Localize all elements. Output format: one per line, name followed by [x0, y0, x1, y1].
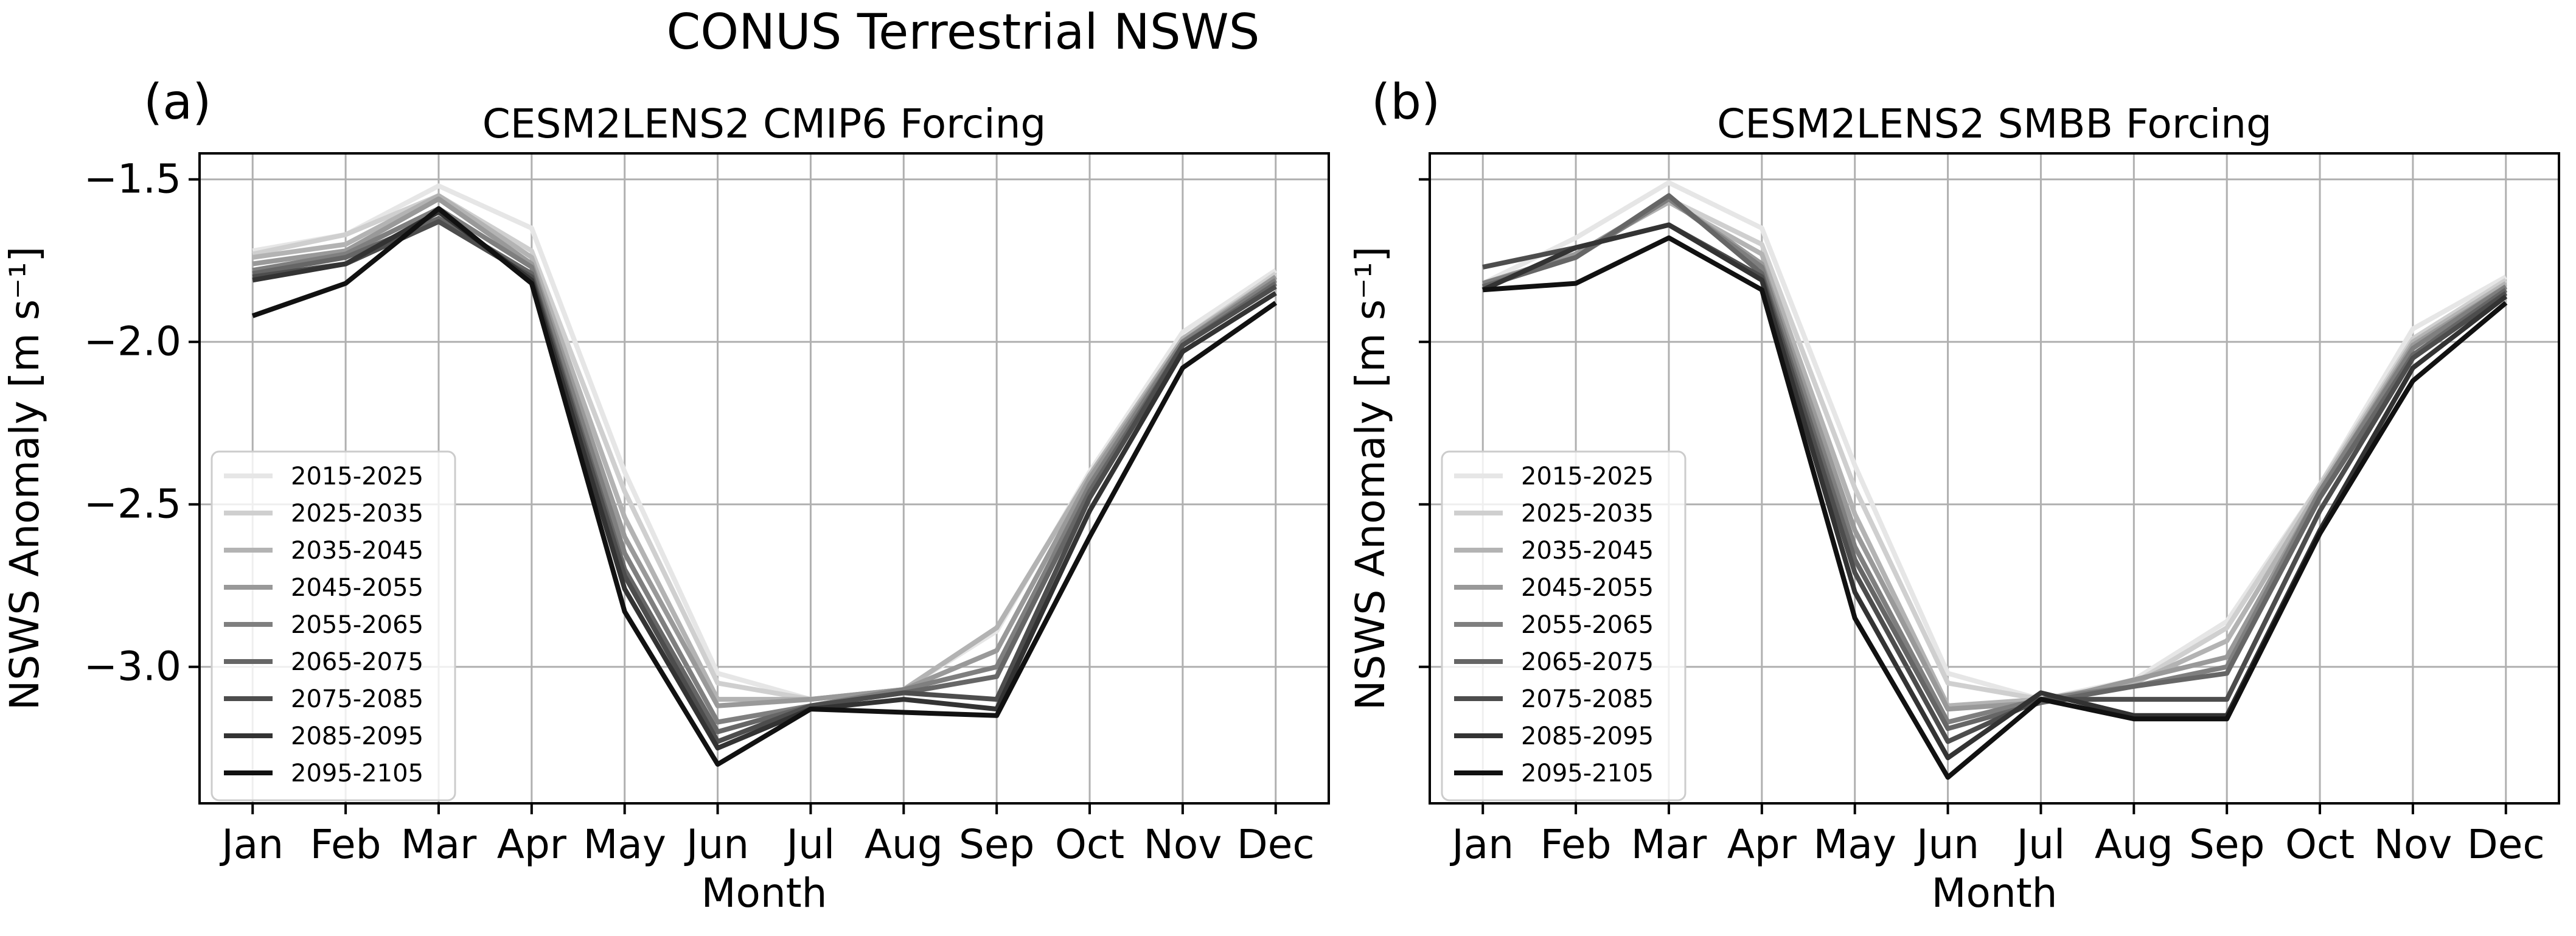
panel-a-ytick-label: −2.5 — [84, 481, 181, 528]
panel-b-title: CESM2LENS2 SMBB Forcing — [1717, 100, 2272, 147]
figure-title: CONUS Terrestrial NSWS — [666, 4, 1259, 60]
panel-b-xtick-label: Jul — [2014, 821, 2066, 868]
panel-b-xtick-label: Sep — [2189, 821, 2264, 868]
panel-a-xtick-label: Nov — [1143, 821, 1222, 868]
panel-b-legend — [1441, 450, 1687, 802]
panel-b-xtick-label: Nov — [2373, 821, 2452, 868]
panel-b-ylabel: NSWS Anomaly [m s⁻¹] — [1347, 246, 1394, 710]
panel-b-axes-frame — [1429, 152, 2560, 805]
panel-a-legend-label: 2045-2055 — [291, 574, 423, 602]
panel-b-legend-label: 2065-2075 — [1521, 648, 1654, 676]
panel-b-legend-label: 2055-2065 — [1521, 611, 1654, 639]
panel-a-legend-label: 2025-2035 — [291, 500, 423, 528]
panel-a-ytick-label: −3.0 — [84, 643, 181, 690]
panel-a-xtick-label: Oct — [1055, 821, 1124, 868]
panel-b-xtick-label: Mar — [1631, 821, 1707, 868]
panel-a-series-line-2075-2085 — [252, 219, 1277, 744]
panel-a-ylabel: NSWS Anomaly [m s⁻¹] — [1, 246, 48, 710]
panel-b-xtick-label: Aug — [2095, 821, 2173, 868]
panel-a-title: CESM2LENS2 CMIP6 Forcing — [482, 100, 1046, 147]
panel-a-series-line-2065-2075 — [252, 215, 1278, 735]
panel-a-ytick-label: −1.5 — [84, 156, 181, 203]
panel-a-legend-label: 2015-2025 — [291, 463, 423, 491]
panel-b: Jan Feb Mar Apr May Jun Jul Aug Sep Oct Nov Dec CESM… — [1347, 74, 2560, 917]
panel-a-legend-label: 2035-2045 — [291, 537, 423, 565]
panel-a-legend-label: 2095-2105 — [291, 760, 423, 788]
panel-b-legend-label: 2095-2105 — [1521, 760, 1654, 788]
panel-b-xlabel: Month — [1932, 870, 2058, 917]
panel-a-label: (a) — [144, 74, 211, 130]
panel-a-xtick-label: Feb — [310, 821, 381, 868]
panel-b-series-line-2085-2095 — [1481, 222, 2508, 761]
panel-a-legend-label: 2075-2085 — [291, 685, 423, 713]
panel-b-xtick-label: Jan — [1449, 821, 1514, 868]
panel-b-legend-label: 2075-2085 — [1521, 685, 1654, 713]
panel-a-xtick-label: Sep — [959, 821, 1034, 868]
panel-a-xtick-label: Aug — [865, 821, 943, 868]
panel-b-xtick-label: Feb — [1540, 821, 1612, 868]
panel-a-xtick-label: Jun — [684, 821, 749, 868]
panel-b-label: (b) — [1371, 74, 1440, 130]
panel-a-legend-label: 2065-2075 — [291, 648, 423, 676]
panel-b-legend-label: 2085-2095 — [1521, 722, 1654, 750]
panel-a-legend-label: 2055-2065 — [291, 611, 423, 639]
panel-a-legend-label: 2085-2095 — [291, 722, 423, 750]
panel-a-ytick-label: −2.0 — [84, 318, 181, 365]
panel-b-xtick-label: Apr — [1727, 821, 1797, 868]
panel-a-xtick-label: Apr — [497, 821, 567, 868]
panel-b-series-line-2065-2075 — [1482, 193, 2508, 732]
panel-b-xtick-label: Oct — [2285, 821, 2355, 868]
panel-a-series-line-2055-2065 — [252, 206, 1278, 725]
panel-a-xlabel: Month — [701, 870, 827, 917]
panel-b-xtick-label: May — [1813, 821, 1896, 868]
panel-b-legend-label: 2035-2045 — [1521, 537, 1654, 565]
panel-b-xtick-label: Dec — [2467, 821, 2545, 868]
panel-a: Jan Feb Mar Apr May Jun Jul Aug Sep Oct Nov Dec −1.5… — [1, 74, 1330, 917]
panel-a-xtick-label: May — [583, 821, 666, 868]
panel-b-xtick-label: Jun — [1914, 821, 1979, 868]
panel-a-xtick-label: Mar — [401, 821, 477, 868]
panel-a-legend — [211, 450, 456, 802]
panel-b-legend-label: 2015-2025 — [1521, 463, 1654, 491]
panel-a-xtick-label: Jul — [784, 821, 835, 868]
panel-b-legend-label: 2025-2035 — [1521, 500, 1654, 528]
panel-a-series-line-2095-2105 — [251, 206, 1278, 767]
panel-a-xtick-label: Dec — [1237, 821, 1315, 868]
panel-a-axes-frame — [198, 152, 1330, 805]
panel-b-legend-label: 2045-2055 — [1521, 574, 1654, 602]
panel-a-xtick-label: Jan — [219, 821, 284, 868]
panel-a-series-line-2045-2055 — [252, 196, 1278, 708]
panel-b-series-line-2095-2105 — [1482, 235, 2508, 780]
